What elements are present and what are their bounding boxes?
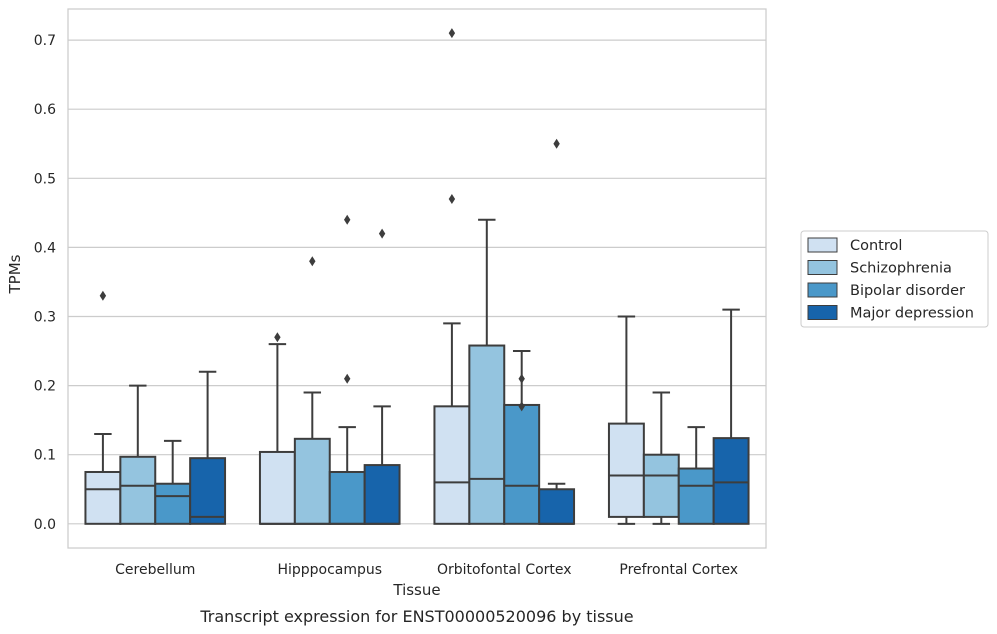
box-iqr (189, 457, 227, 525)
box-iqr (607, 422, 645, 518)
box-iqr (538, 488, 576, 525)
outlier-point (448, 194, 456, 205)
y-tick-label: 0.0 (34, 517, 56, 533)
box-2-2 (503, 350, 541, 525)
y-tick-label: 0.2 (34, 379, 56, 395)
box-iqr (712, 437, 750, 525)
outlier-point (274, 332, 281, 343)
legend-label: Bipolar disorder (850, 283, 965, 299)
box-1-0 (258, 332, 296, 525)
box-3-1 (642, 391, 680, 525)
box-2-0 (433, 28, 471, 525)
box-iqr (468, 344, 506, 525)
legend-swatch (807, 282, 838, 298)
x-axis-label: Tissue (392, 581, 440, 599)
x-tick-label: Cerebellum (115, 562, 195, 578)
box-2-1 (468, 218, 506, 525)
plot-frame (67, 8, 767, 549)
x-tick-label: Hipppocampus (277, 562, 382, 578)
legend-swatch (807, 260, 838, 275)
outlier-point (344, 214, 351, 225)
box-iqr (119, 455, 157, 525)
box-groups (84, 28, 750, 525)
outlier-point (448, 28, 456, 39)
box-0-2 (154, 439, 192, 525)
outlier-point (309, 256, 316, 267)
outlier-point (378, 228, 386, 239)
outlier-point (518, 373, 525, 384)
y-tick-label: 0.3 (34, 310, 56, 326)
box-iqr (258, 450, 296, 525)
x-tick-label: Orbitofontal Cortex (437, 562, 572, 578)
legend-label: Schizophrenia (850, 261, 952, 277)
box-1-2 (328, 214, 366, 525)
box-iqr (328, 470, 366, 525)
y-tick-label: 0.4 (34, 240, 56, 256)
box-3-2 (677, 426, 715, 525)
y-tick-label: 0.6 (34, 102, 56, 118)
y-tick-labels: 0.0 0.1 0.2 0.3 0.4 0.5 0.6 0.7 (34, 33, 56, 533)
box-3-0 (607, 315, 645, 525)
box-iqr (363, 464, 401, 525)
outlier-point (99, 290, 107, 301)
legend-frame (800, 230, 989, 328)
legend-label: Major depression (850, 306, 974, 322)
box-iqr (642, 453, 680, 518)
outlier-point (344, 373, 351, 384)
box-iqr (503, 403, 541, 525)
box-1-3 (363, 228, 401, 525)
x-tick-labels: Cerebellum Hipppocampus Orbitofontal Corte… (115, 562, 738, 578)
box-iqr (154, 482, 192, 525)
x-tick-label: Prefrontal Cortex (619, 562, 738, 578)
box-3-3 (712, 308, 750, 525)
legend-swatch (807, 305, 838, 320)
box-iqr (677, 467, 715, 525)
legend: Control Schizophrenia Bipolar disorder Majo… (800, 230, 989, 328)
legend-label: Control (850, 238, 902, 254)
y-tick-label: 0.1 (34, 448, 56, 464)
box-iqr (84, 470, 122, 525)
grid-lines (68, 39, 766, 525)
outlier-point (553, 138, 560, 149)
box-0-3 (189, 370, 227, 525)
chart-caption: Transcript expression for ENST0000052009… (199, 607, 633, 626)
y-tick-label: 0.7 (34, 33, 56, 49)
box-1-1 (293, 256, 331, 525)
box-iqr (433, 405, 471, 525)
outlier-point (518, 401, 525, 412)
y-axis-label: TPMs (6, 254, 24, 294)
box-iqr (293, 437, 331, 525)
box-0-0 (84, 290, 122, 525)
y-tick-label: 0.5 (34, 171, 56, 187)
legend-swatch (807, 237, 838, 253)
box-2-3 (538, 138, 576, 525)
